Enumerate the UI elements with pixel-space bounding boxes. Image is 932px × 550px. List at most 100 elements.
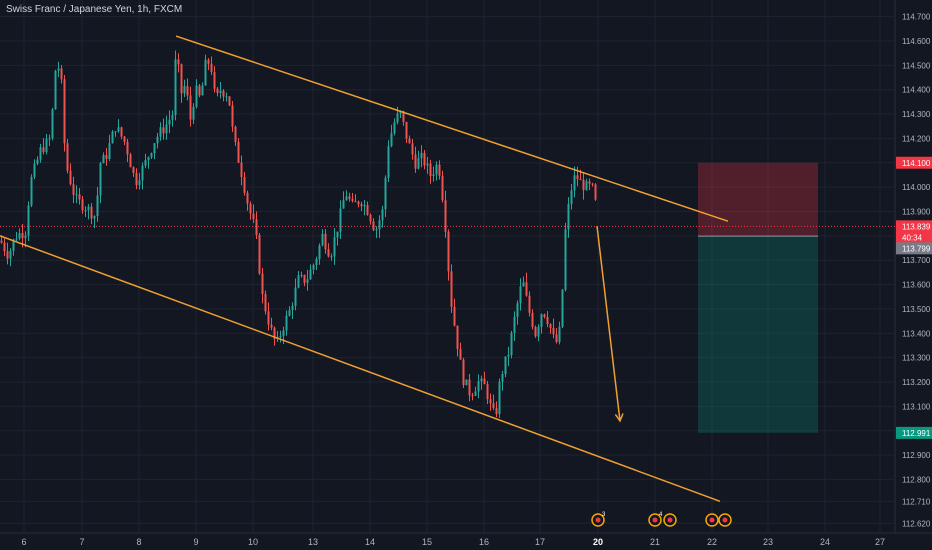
candle-down	[483, 378, 486, 385]
candle-down	[582, 179, 585, 191]
candle-up	[426, 163, 429, 166]
candle-up	[570, 190, 573, 205]
candle-up	[147, 157, 150, 161]
candle-down	[576, 175, 579, 180]
price-tick-label: 112.710	[902, 497, 931, 506]
take-profit-zone[interactable]	[698, 236, 818, 433]
candle-up	[171, 115, 174, 120]
price-tick-label: 114.500	[902, 61, 931, 70]
price-tick-label: 114.700	[902, 13, 931, 22]
projection-arrow-line[interactable]	[596, 226, 621, 422]
candle-up	[342, 200, 345, 209]
candle-down	[222, 90, 225, 97]
projection-arrow-head[interactable]	[614, 413, 624, 423]
event-marker-dot	[652, 517, 658, 523]
candle-up	[75, 194, 78, 196]
symbol-title[interactable]: Swiss Franc / Japanese Yen, 1h, FXCM	[6, 4, 183, 15]
candle-up	[183, 86, 186, 94]
candle-down	[246, 192, 249, 204]
candle-down	[249, 203, 252, 214]
candle-down	[66, 143, 69, 171]
candle-up	[159, 127, 162, 137]
position-zones[interactable]	[0, 162, 895, 433]
candle-up	[477, 381, 480, 392]
candle-down	[354, 201, 357, 203]
candle-up	[174, 59, 177, 116]
stop-price-label: 114.100	[902, 159, 931, 168]
candle-up	[54, 70, 57, 110]
time-tick-label: 22	[707, 537, 717, 547]
trendline-channel-top[interactable]	[175, 35, 729, 222]
candle-up	[297, 275, 300, 288]
price-axis[interactable]: 112.620112.710112.800112.900113.000113.1…	[896, 13, 932, 529]
candle-up	[585, 181, 588, 191]
price-tick-label: 113.500	[902, 305, 931, 314]
candle-down	[210, 63, 213, 72]
candle-down	[471, 395, 474, 397]
candle-down	[591, 183, 594, 185]
candle-down	[129, 154, 132, 168]
candle-down	[189, 95, 192, 120]
candle-down	[447, 231, 450, 272]
price-tick-label: 113.400	[902, 329, 931, 338]
candle-down	[444, 200, 447, 232]
candle-up	[336, 231, 339, 238]
candle-up	[84, 210, 87, 212]
trendlines[interactable]	[0, 35, 729, 503]
candle-up	[39, 147, 42, 160]
candle-up	[24, 235, 27, 238]
candle-down	[213, 71, 216, 89]
candle-up	[219, 90, 222, 93]
candle-up	[51, 109, 54, 139]
candle-up	[138, 180, 141, 186]
candle-up	[573, 175, 576, 191]
candle-down	[366, 204, 369, 215]
target-price-label-badge	[896, 426, 932, 439]
candle-up	[111, 131, 114, 144]
candle-down	[252, 213, 255, 220]
candle-up	[108, 143, 111, 159]
candlestick-series	[0, 50, 597, 418]
candle-up	[501, 374, 504, 382]
candle-up	[516, 303, 519, 317]
candle-up	[18, 233, 21, 239]
candle-up	[36, 159, 39, 164]
price-tick-label: 113.900	[902, 207, 931, 216]
candle-down	[429, 163, 432, 176]
candle-up	[48, 138, 51, 140]
candle-up	[435, 164, 438, 175]
candle-up	[288, 310, 291, 316]
candle-down	[543, 314, 546, 317]
candle-down	[405, 121, 408, 139]
candle-up	[318, 245, 321, 260]
candle-up	[291, 305, 294, 311]
price-tick-label: 112.900	[902, 451, 931, 460]
candle-up	[87, 206, 90, 211]
candle-up	[9, 250, 12, 259]
candle-up	[474, 391, 477, 396]
time-tick-label: 21	[650, 537, 660, 547]
candle-down	[528, 295, 531, 313]
price-tick-label: 114.000	[902, 183, 931, 192]
candle-down	[303, 274, 306, 283]
candle-down	[408, 138, 411, 144]
candle-down	[438, 164, 441, 176]
candle-down	[555, 334, 558, 343]
candle-up	[294, 287, 297, 306]
countdown-label: 40:34	[902, 233, 923, 242]
candle-down	[180, 64, 183, 94]
current-price-label-badge	[896, 220, 932, 233]
candle-up	[333, 237, 336, 257]
trendline-channel-bottom[interactable]	[0, 235, 721, 503]
candle-down	[372, 221, 375, 231]
candle-down	[126, 141, 129, 155]
time-axis[interactable]: 6 7 8 9 10 13 14 15 16 17 20 21 22 23 24 27	[21, 537, 885, 547]
candle-down	[216, 88, 219, 93]
candle-up	[300, 274, 303, 276]
time-tick-label: 27	[875, 537, 885, 547]
candle-down	[198, 85, 201, 96]
candle-up	[564, 229, 567, 290]
stop-loss-zone[interactable]	[698, 162, 818, 237]
